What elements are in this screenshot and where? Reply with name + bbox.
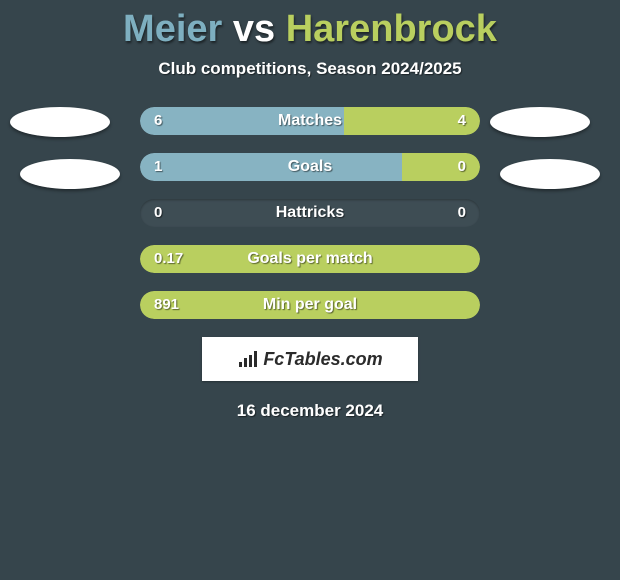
stat-row: 0.17Goals per match: [140, 245, 480, 273]
logo-box: FcTables.com: [202, 337, 418, 381]
player2-name: Harenbrock: [286, 8, 497, 50]
comparison-title: Meier vs Harenbrock: [0, 0, 620, 51]
avatar-ellipse: [20, 159, 120, 189]
subtitle: Club competitions, Season 2024/2025: [0, 59, 620, 79]
date-text: 16 december 2024: [0, 401, 620, 421]
avatar-ellipse: [490, 107, 590, 137]
stat-label: Matches: [140, 107, 480, 135]
stat-row: 64Matches: [140, 107, 480, 135]
avatar-ellipse: [500, 159, 600, 189]
stat-label: Min per goal: [140, 291, 480, 319]
logo-text: FcTables.com: [263, 349, 382, 370]
logo: FcTables.com: [237, 349, 382, 370]
stat-label: Hattricks: [140, 199, 480, 227]
stat-row: 891Min per goal: [140, 291, 480, 319]
vs-text: vs: [233, 8, 275, 50]
player1-name: Meier: [123, 8, 222, 50]
avatar-ellipse: [10, 107, 110, 137]
stat-label: Goals per match: [140, 245, 480, 273]
chart-area: 64Matches 10Goals 00Hattricks 0.17Goals per…: [0, 107, 620, 319]
stat-row: 10Goals: [140, 153, 480, 181]
stat-row: 00Hattricks: [140, 199, 480, 227]
stat-label: Goals: [140, 153, 480, 181]
chart-icon: [237, 350, 259, 368]
